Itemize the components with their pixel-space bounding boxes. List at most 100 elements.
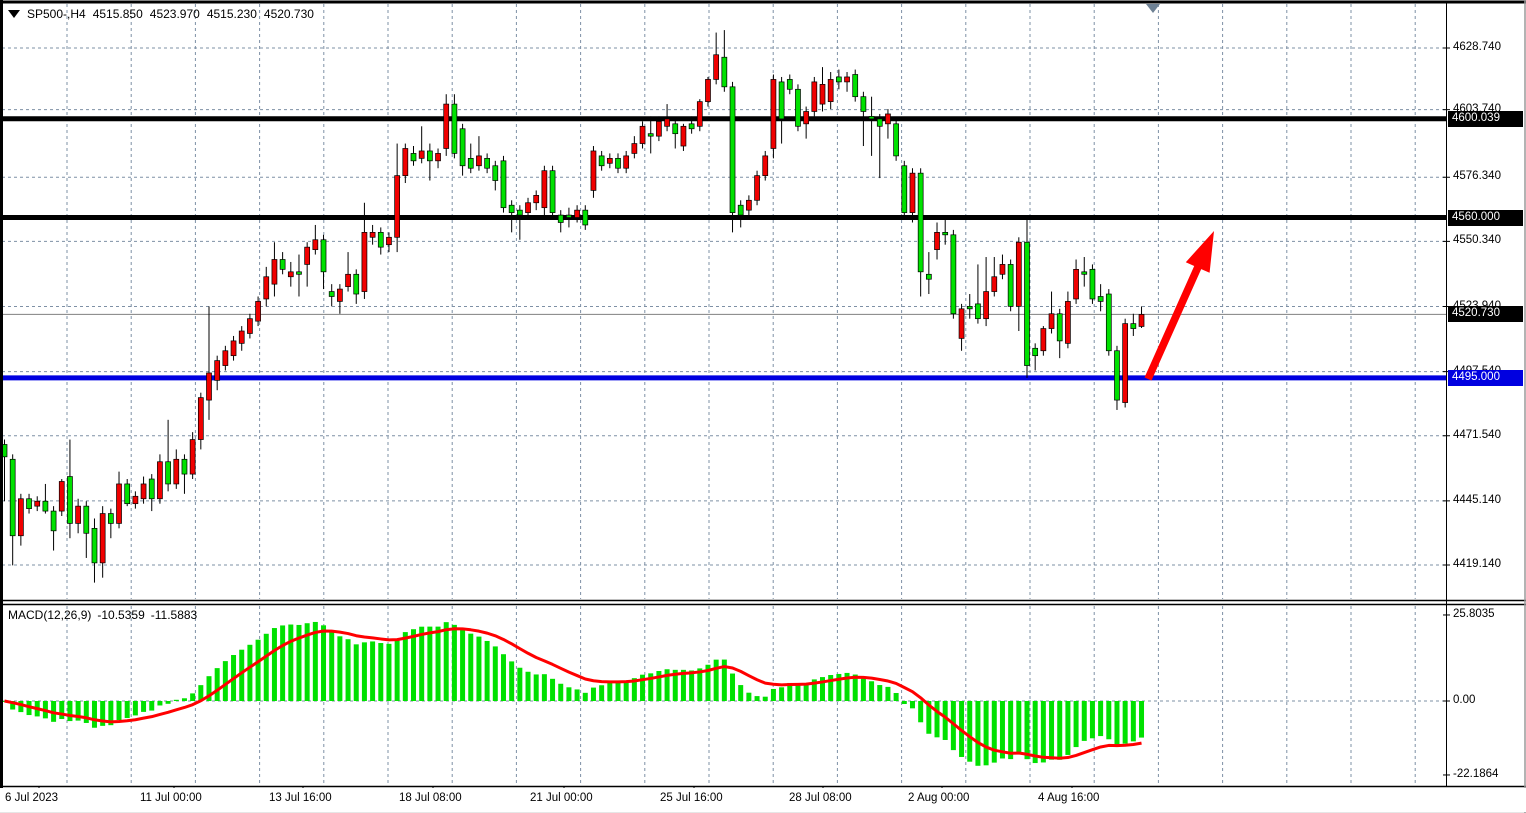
candle-body: [885, 113, 891, 125]
candle-body: [1130, 323, 1137, 329]
candle-body: [925, 273, 932, 280]
macd-histogram-bar: [288, 624, 294, 701]
macd-indicator-label: MACD(12,26,9) -10.5359 -11.5883: [8, 608, 203, 622]
candle-body: [500, 160, 507, 209]
macd-histogram-bar: [893, 693, 899, 701]
candle-body: [197, 397, 204, 440]
macd-histogram-bar: [386, 643, 392, 701]
candle-body: [83, 505, 90, 534]
macd-indicator-pane[interactable]: [2, 604, 1446, 786]
candle-body: [566, 214, 572, 218]
macd-tick-label: 0.00: [1453, 694, 1476, 706]
macd-histogram-bar: [91, 701, 97, 728]
candle-body: [279, 259, 286, 270]
candle-body: [42, 500, 49, 512]
candle-body: [263, 276, 270, 300]
macd-histogram-bar: [1114, 701, 1120, 747]
candle-body: [737, 204, 744, 216]
candle-body: [819, 84, 826, 105]
time-tick-label: 2 Aug 00:00: [908, 792, 970, 804]
candle-body: [443, 103, 450, 149]
macd-histogram-bar: [214, 668, 220, 701]
macd-value: -10.5359: [97, 608, 145, 622]
candle-body: [876, 118, 883, 127]
candle-body: [729, 86, 736, 213]
macd-histogram-bar: [165, 701, 171, 704]
candle-body: [811, 81, 818, 112]
candle-body: [1105, 293, 1112, 352]
price-tick-label: 4445.140: [1453, 493, 1501, 506]
candle-body: [345, 273, 351, 287]
candle-body: [549, 170, 556, 213]
macd-histogram-bar: [1008, 701, 1014, 760]
candle-body: [934, 232, 940, 250]
macd-histogram-bar: [664, 669, 670, 701]
candle-body: [435, 153, 441, 162]
macd-histogram-bar: [1081, 701, 1087, 741]
candle-body: [418, 150, 425, 159]
candle-body: [860, 96, 867, 112]
macd-histogram-bar: [869, 681, 875, 701]
ohlc-low: 4515.230: [206, 7, 257, 21]
candle-body: [582, 209, 589, 226]
macd-histogram-bar: [255, 639, 261, 701]
candle-body: [492, 165, 499, 181]
macd-histogram-bar: [844, 672, 850, 701]
candle-body: [1097, 296, 1104, 302]
chart-shift-marker[interactable]: [1146, 4, 1160, 13]
time-axis[interactable]: 6 Jul 2023 11 Jul 00:00 13 Jul 16:00 18 Jul…: [0, 788, 1526, 812]
candle-body: [598, 155, 605, 167]
macd-histogram-bar: [427, 626, 433, 701]
time-tick-label: 11 Jul 00:00: [140, 792, 202, 804]
candle-body: [770, 79, 777, 149]
macd-histogram-bar: [206, 676, 212, 701]
candle-body: [590, 150, 597, 191]
buy-arrow-annotation[interactable]: [1144, 231, 1215, 381]
macd-histogram-bar: [1089, 701, 1095, 739]
macd-histogram-bar: [500, 654, 506, 701]
candle-body: [803, 111, 809, 125]
macd-name: MACD(12,26,9): [8, 608, 92, 622]
chart-info-bar: SP500-,H4 4515.850 4523.970 4515.230 4520.73…: [8, 7, 321, 21]
level-price-label: 4495.000: [1448, 369, 1523, 386]
macd-histogram-bar: [517, 667, 523, 701]
candle-body: [165, 461, 171, 485]
macd-histogram-bar: [173, 699, 179, 701]
candle-body: [124, 483, 131, 505]
macd-histogram-bar: [83, 701, 89, 723]
level-price-label: 4560.000: [1448, 209, 1523, 226]
candle-body: [713, 54, 720, 80]
macd-histogram-bar: [1040, 701, 1046, 763]
candle-body: [508, 204, 515, 213]
macd-histogram-bar: [378, 643, 384, 701]
candle-body: [615, 158, 621, 169]
macd-histogram-bar: [599, 685, 605, 701]
candle-body: [1089, 269, 1096, 300]
macd-histogram-bar: [738, 685, 744, 701]
candle-body: [1065, 301, 1071, 344]
symbol-dropdown-icon[interactable]: [8, 10, 20, 18]
candle-body: [999, 264, 1006, 275]
macd-histogram-bar: [901, 701, 907, 705]
candle-body: [328, 291, 335, 297]
macd-histogram-bar: [648, 673, 654, 701]
candle-body: [459, 128, 466, 167]
level-price-label: 4600.039: [1448, 110, 1523, 127]
macd-histogram-bar: [59, 701, 65, 719]
macd-histogram-bar: [820, 677, 825, 701]
macd-histogram-bar: [345, 639, 351, 701]
candle-body: [656, 121, 662, 137]
macd-histogram-bar: [451, 624, 457, 701]
price-chart-pane[interactable]: [2, 3, 1446, 600]
candle-body: [958, 308, 965, 339]
time-tick-label: 4 Aug 16:00: [1038, 792, 1100, 804]
candle-body: [574, 209, 580, 218]
candle-body: [533, 195, 540, 204]
macd-histogram-bar: [1073, 701, 1079, 748]
macd-histogram-bar: [615, 682, 621, 701]
candle-body: [467, 158, 474, 169]
candle-body: [402, 148, 409, 176]
macd-histogram-bar: [181, 698, 187, 701]
time-tick-label: 13 Jul 16:00: [269, 792, 332, 804]
macd-histogram-bar: [574, 689, 580, 701]
